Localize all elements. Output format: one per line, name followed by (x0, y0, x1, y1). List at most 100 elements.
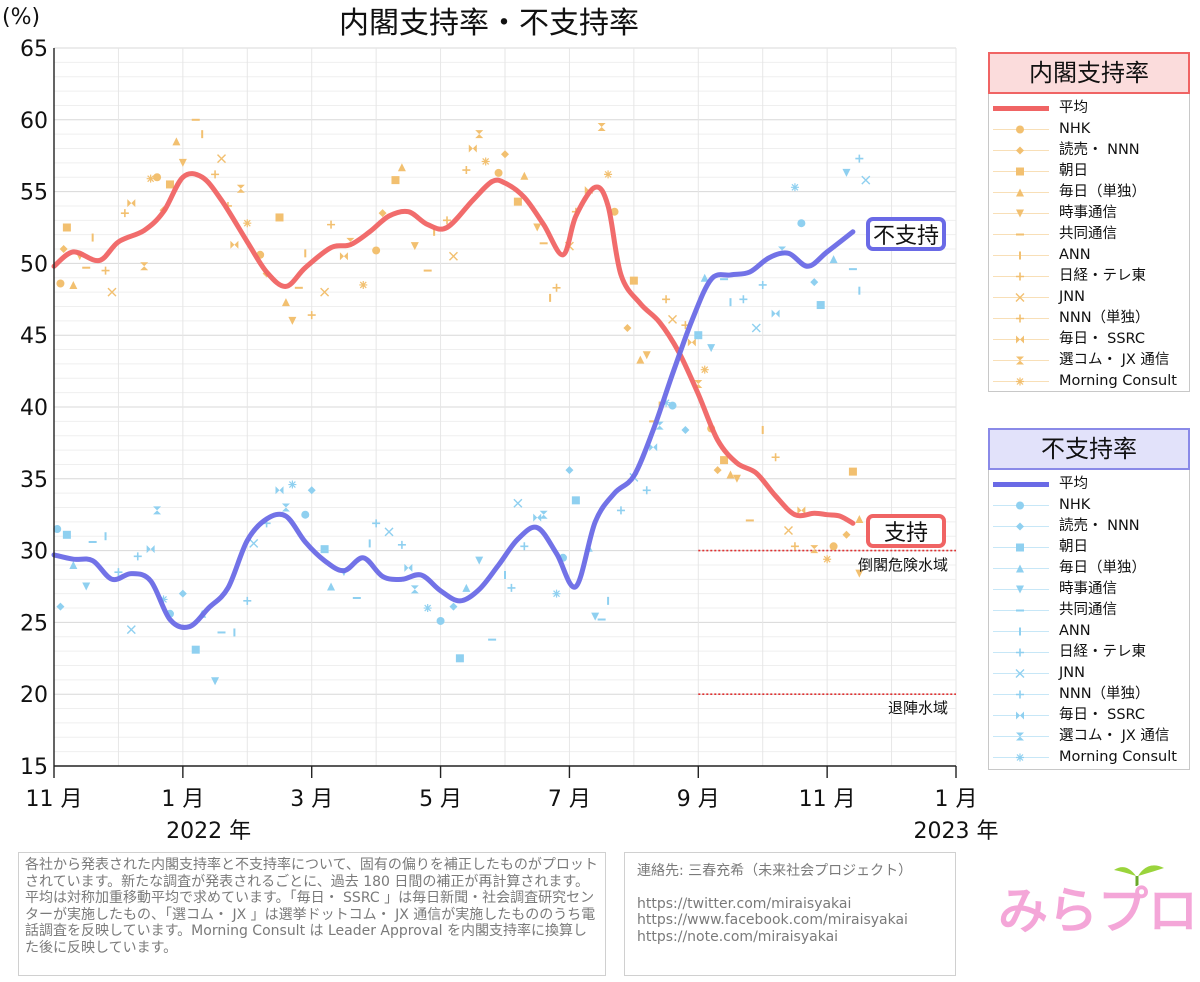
poll-point (616, 506, 625, 515)
poll-point (443, 216, 452, 225)
approval-legend-item: 日経・テレ東 (989, 266, 1189, 287)
poll-point (681, 425, 690, 434)
poll-point (1016, 732, 1024, 741)
disapproval-legend-item: 毎日・ SSRC (989, 705, 1189, 726)
poll-point (307, 486, 316, 495)
x-tick-label: 7 月 (548, 787, 591, 812)
approval-legend-item: JNN (989, 287, 1189, 308)
approval-legend-item: NHK (989, 119, 1189, 140)
poll-point (810, 545, 819, 554)
poll-point (281, 298, 290, 307)
legend-label: ANN (1059, 247, 1091, 263)
poll-point (288, 316, 297, 325)
poll-point (707, 344, 716, 353)
poll-point (520, 542, 529, 551)
poll-point (662, 295, 671, 304)
y-tick-label: 35 (20, 468, 48, 493)
y-tick-label: 25 (20, 611, 48, 636)
poll-point (623, 324, 632, 333)
disapproval-legend-item: NHK (989, 495, 1189, 516)
legend-label: Morning Consult (1059, 373, 1177, 389)
legend-symbol (993, 585, 1049, 594)
poll-point (211, 677, 220, 686)
legend-symbol (993, 188, 1049, 197)
disapproval-legend-item: NNN（単独） (989, 684, 1189, 705)
poll-point (146, 545, 155, 554)
poll-point (726, 470, 735, 479)
poll-point (565, 466, 574, 475)
poll-point (62, 223, 71, 232)
disapproval-legend-item: 日経・テレ東 (989, 642, 1189, 663)
poll-point (771, 453, 780, 462)
poll-point (455, 654, 464, 663)
poll-point (1016, 272, 1024, 281)
legend-symbol (993, 690, 1049, 699)
poll-point (842, 168, 851, 177)
poll-point (378, 209, 387, 218)
legend-disapproval: 不支持率 平均 NHK 読売・ NNN 朝日 毎日（単独） 時事通信 共同通信 ANN 日経・テ… (988, 428, 1190, 770)
disapproval-legend-item: ANN (989, 621, 1189, 642)
legend-label: Morning Consult (1059, 749, 1177, 765)
legend-label: 朝日 (1059, 163, 1088, 179)
x-tick-label: 9 月 (677, 787, 720, 812)
poll-point (372, 519, 381, 528)
contact-link-twitter[interactable]: https://twitter.com/miraisyakai (637, 895, 852, 912)
poll-point (720, 456, 729, 465)
poll-point (153, 506, 162, 515)
legend-label: 選コム・ JX 通信 (1059, 352, 1170, 368)
approval-legend-item: 毎日・ SSRC (989, 329, 1189, 350)
method-note: 各社から発表された内閣支持率と不支持率について、固有の偏りを補正したものがプロッ… (18, 852, 606, 976)
legend-symbol (993, 609, 1049, 612)
poll-point (436, 616, 445, 625)
disapprove-tag: 不支持 (873, 224, 939, 249)
legend-symbol (993, 711, 1049, 720)
poll-point (848, 467, 857, 476)
poll-point (758, 280, 767, 289)
poll-point (1015, 293, 1025, 302)
poll-point (1016, 753, 1024, 762)
legend-label: 毎日（単独） (1059, 184, 1146, 200)
year-label: 2022 年 (166, 819, 251, 844)
poll-point (855, 569, 864, 578)
poll-point (739, 295, 748, 304)
legend-symbol (993, 501, 1049, 510)
disapproval-legend-item: JNN (989, 663, 1189, 684)
y-tick-label: 40 (20, 396, 48, 421)
legend-symbol (993, 293, 1049, 302)
poll-point (59, 245, 68, 254)
poll-point (539, 510, 548, 519)
poll-point (1016, 356, 1024, 365)
contact-link-note[interactable]: https://note.com/miraisyakai (637, 928, 839, 945)
poll-point (1016, 648, 1024, 657)
poll-point (513, 197, 522, 206)
poll-point (475, 130, 484, 139)
poll-point (501, 150, 509, 159)
disapproval-legend-item: 共同通信 (989, 600, 1189, 621)
poll-point (339, 252, 348, 261)
poll-point (1016, 209, 1024, 218)
legend-symbol (993, 627, 1049, 636)
approval-legend-item: 平均 (989, 98, 1189, 119)
poll-point (120, 209, 129, 218)
poll-point (1016, 585, 1024, 594)
legend-label: NHK (1059, 497, 1091, 513)
poll-point (301, 510, 310, 519)
poll-point (275, 213, 284, 222)
legend-label: JNN (1059, 665, 1085, 681)
poll-point (243, 219, 252, 228)
poll-point (610, 207, 619, 216)
poll-point (449, 602, 458, 611)
legend-label: 毎日（単独） (1059, 560, 1146, 576)
poll-point (126, 625, 136, 635)
y-tick-label: 15 (20, 755, 48, 780)
poll-point (146, 174, 155, 183)
poll-point (114, 568, 123, 577)
poll-point (1016, 335, 1024, 344)
contact-link-facebook[interactable]: https://www.facebook.com/miraisyakai (637, 912, 908, 928)
legend-symbol (993, 543, 1049, 552)
poll-point (62, 530, 71, 539)
poll-point (1016, 690, 1024, 699)
poll-point (700, 273, 709, 282)
poll-point (797, 506, 806, 515)
